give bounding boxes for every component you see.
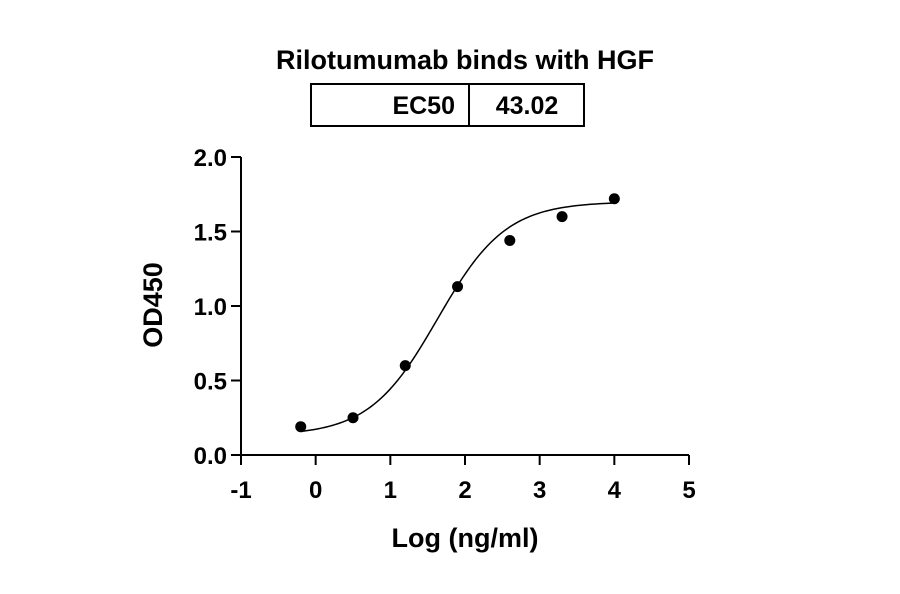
data-point [608,193,620,205]
ec50-value: 43.02 [496,92,559,120]
data-point [347,412,359,424]
data-points-layer [295,193,620,433]
x-axis-title: Log (ng/ml) [392,523,539,553]
data-point [452,281,464,293]
y-tick-label: 1.5 [194,220,227,247]
y-tick-label: 0.5 [194,369,227,396]
data-point [504,234,516,246]
ec50-box-frame [310,83,585,127]
y-tick-label: 2.0 [194,145,227,172]
x-tick-label: -1 [230,477,251,504]
x-tick-label: 0 [309,477,322,504]
x-tick-label: 1 [384,477,397,504]
data-point [295,421,307,433]
data-point [399,360,411,372]
data-point [556,211,568,223]
axes: 0.0 0.5 1.0 1.5 2.0 -1 0 1 2 3 4 5 [194,145,696,504]
chart-title: Rilotumumab binds with HGF [276,45,654,75]
x-tick-label: 5 [682,477,695,504]
y-axis-title: OD450 [138,262,168,348]
fit-curve-layer [300,202,615,433]
x-tick-label: 2 [458,477,471,504]
y-tick-label: 0.0 [194,443,227,470]
ec50-label: EC50 [392,92,455,120]
fit-curve-line [300,202,615,433]
x-tick-label: 3 [533,477,546,504]
y-tick-label: 1.0 [194,294,227,321]
x-tick-label: 4 [608,477,622,504]
ec50-legend-box: EC50 43.02 [310,83,585,127]
